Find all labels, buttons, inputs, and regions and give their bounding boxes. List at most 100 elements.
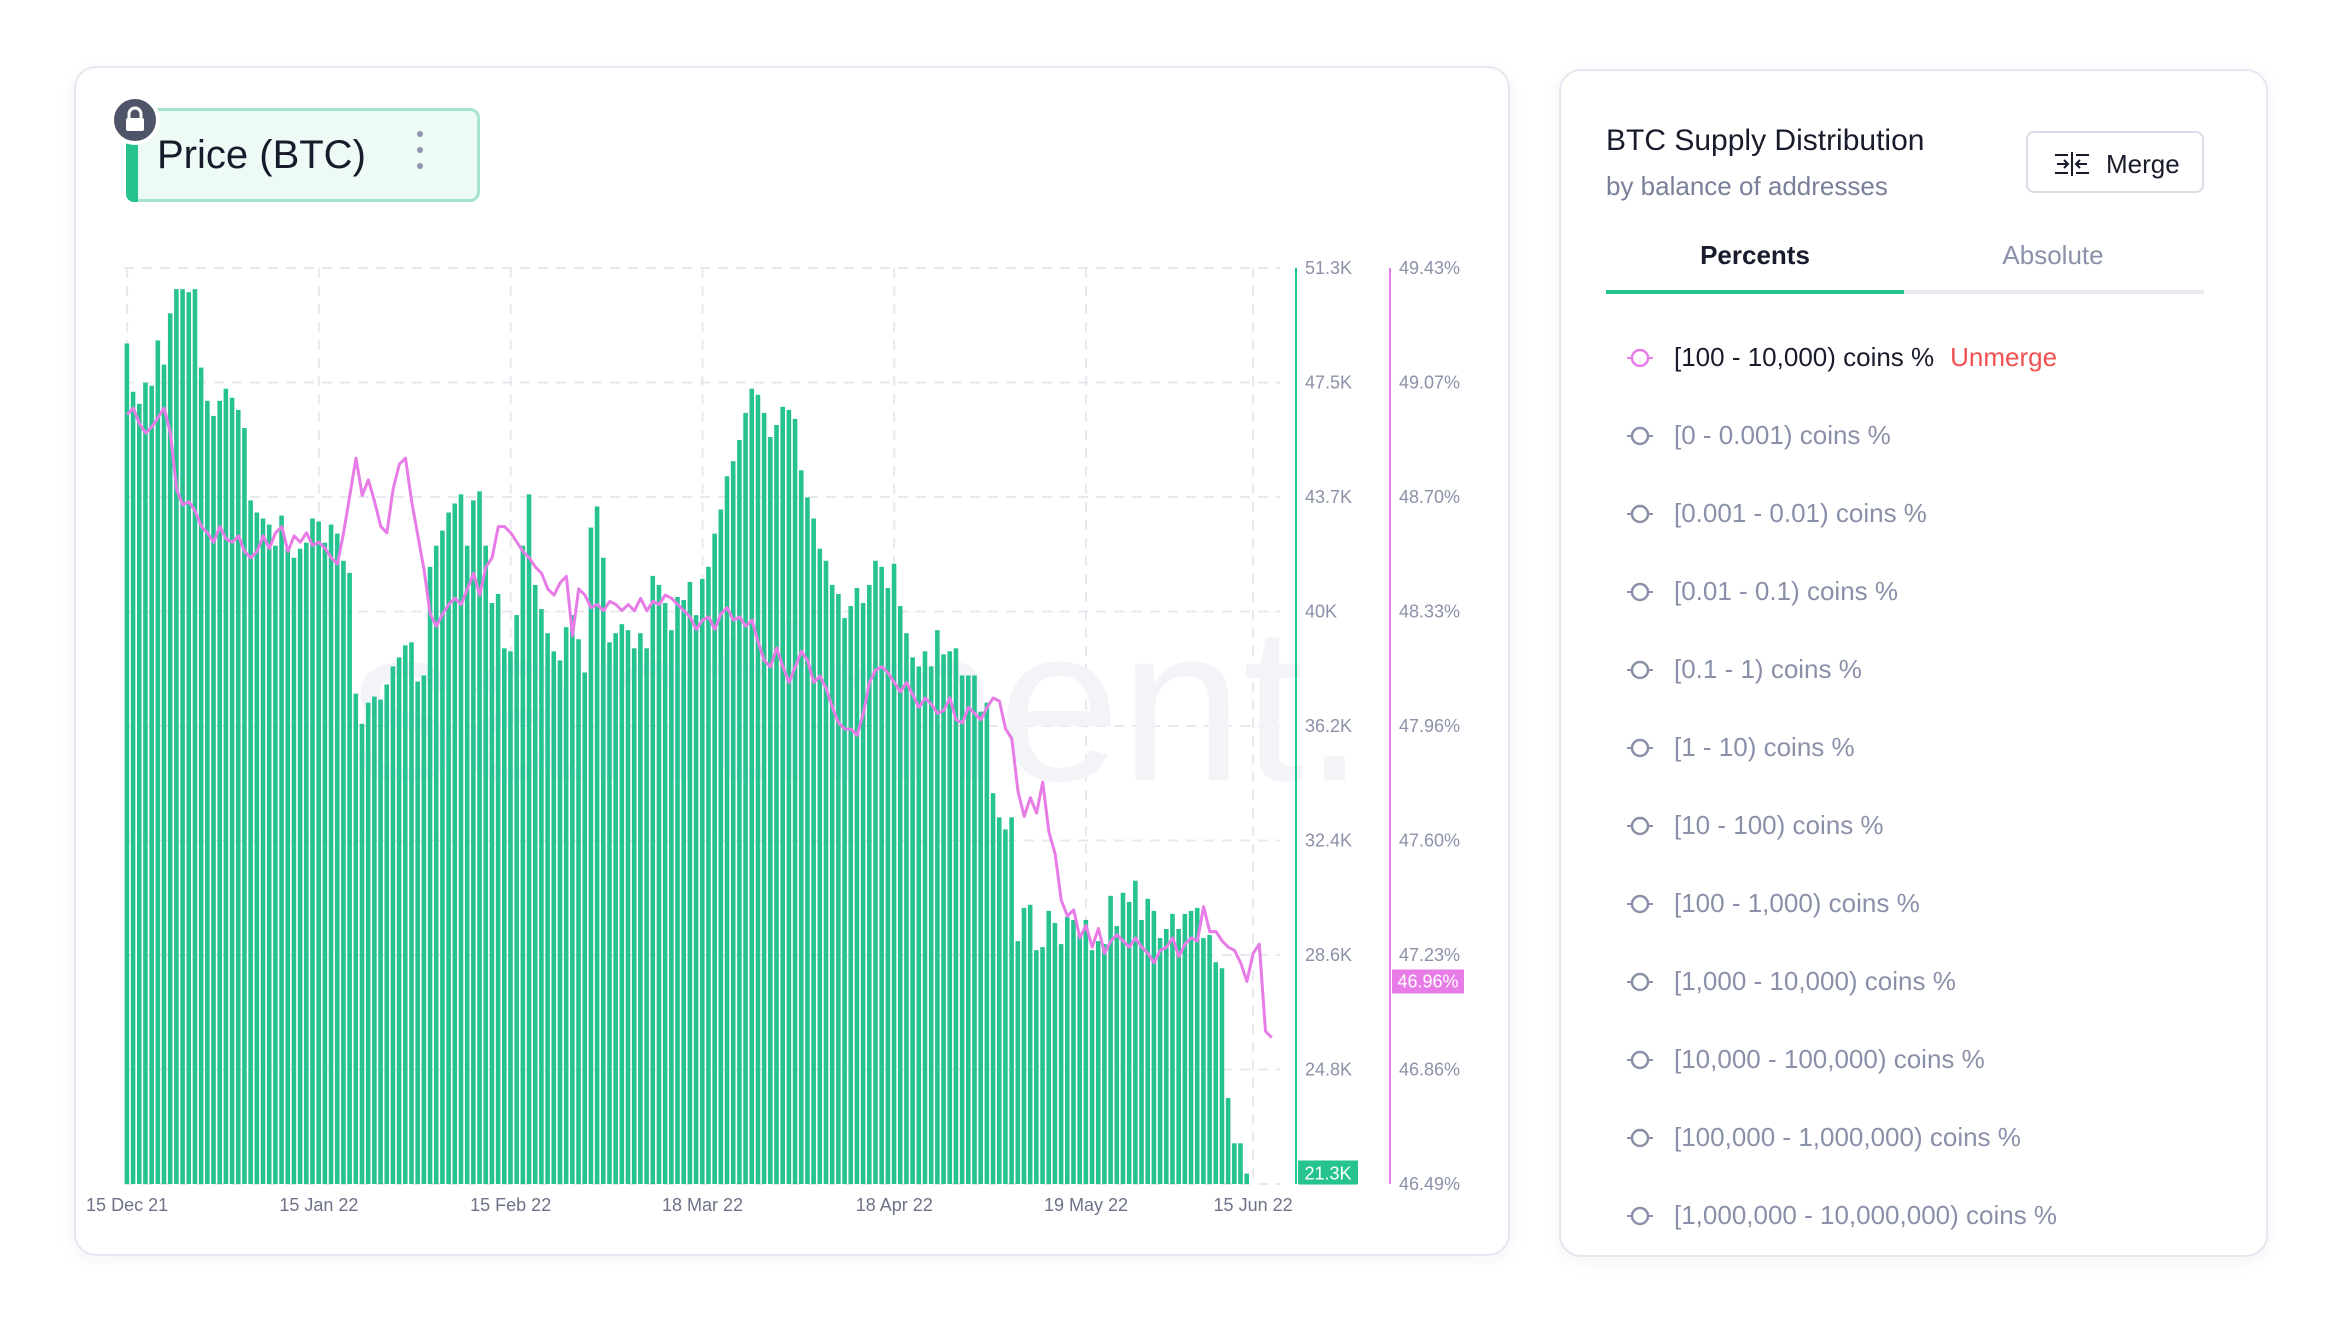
metric-label: Price (BTC) bbox=[157, 133, 366, 177]
price-bar bbox=[996, 817, 1002, 1184]
distribution-item-label: [1 - 10) coins % bbox=[1674, 732, 1855, 762]
price-bar bbox=[811, 518, 816, 1184]
price-bar bbox=[1009, 817, 1014, 1184]
price-bar bbox=[1071, 919, 1076, 1184]
distribution-item-label: [100,000 - 1,000,000) coins % bbox=[1674, 1122, 2021, 1152]
distribution-item-label: [10,000 - 100,000) coins % bbox=[1674, 1044, 1985, 1074]
price-bar bbox=[1095, 941, 1101, 1184]
merge-button[interactable]: Merge bbox=[2026, 131, 2204, 193]
lock-icon[interactable] bbox=[110, 95, 160, 145]
price-bar bbox=[143, 382, 148, 1185]
price-bar bbox=[495, 593, 501, 1184]
price-bar bbox=[631, 648, 637, 1184]
price-bar bbox=[285, 548, 291, 1184]
price-tick-label: 47.5K bbox=[1305, 373, 1352, 393]
price-bar bbox=[390, 666, 396, 1184]
percent-tick-label: 46.49% bbox=[1399, 1174, 1460, 1194]
price-bar bbox=[798, 470, 804, 1184]
price-bar bbox=[514, 615, 519, 1184]
price-bar bbox=[341, 560, 346, 1184]
price-bar bbox=[192, 289, 198, 1184]
price-bar bbox=[1244, 1173, 1249, 1184]
price-bar bbox=[421, 675, 427, 1184]
price-tick-label: 40K bbox=[1305, 602, 1337, 622]
price-bar bbox=[792, 418, 798, 1185]
price-bar bbox=[1108, 895, 1113, 1184]
price-bar bbox=[867, 584, 872, 1184]
price-bar bbox=[1163, 929, 1169, 1184]
radio-circle-icon bbox=[1626, 814, 1654, 838]
price-bar bbox=[155, 340, 161, 1184]
price-bar bbox=[520, 545, 526, 1184]
price-bar bbox=[1151, 910, 1157, 1184]
panel-subtitle: by balance of addresses bbox=[1606, 171, 1888, 201]
price-bar bbox=[291, 557, 297, 1184]
price-bar bbox=[576, 639, 581, 1184]
date-tick-label: 18 Mar 22 bbox=[662, 1195, 743, 1215]
price-bar bbox=[1089, 950, 1095, 1184]
price-bar bbox=[1145, 898, 1151, 1184]
price-bar bbox=[743, 412, 748, 1184]
tab-underline bbox=[1606, 290, 2204, 294]
price-bar bbox=[786, 409, 792, 1184]
metric-chip-price[interactable]: Price (BTC) bbox=[126, 108, 480, 202]
price-bar bbox=[365, 702, 371, 1184]
price-bar bbox=[248, 500, 253, 1184]
price-bar bbox=[403, 645, 408, 1184]
price-bar bbox=[551, 651, 557, 1184]
active-tab-indicator bbox=[1606, 290, 1904, 294]
price-bar bbox=[440, 530, 445, 1184]
price-bar bbox=[322, 542, 328, 1184]
unmerge-link[interactable]: Unmerge bbox=[1950, 342, 2058, 372]
price-bar bbox=[1133, 880, 1138, 1184]
price-bar bbox=[600, 557, 606, 1184]
price-bar bbox=[693, 615, 699, 1184]
price-bar bbox=[607, 642, 612, 1184]
percent-tick-label: 47.60% bbox=[1399, 831, 1460, 851]
price-bar bbox=[328, 524, 334, 1184]
price-bar bbox=[477, 491, 482, 1185]
distribution-card bbox=[1559, 69, 2268, 1257]
price-bar bbox=[699, 578, 705, 1184]
price-bar bbox=[594, 506, 600, 1184]
radio-circle-icon bbox=[1626, 346, 1654, 370]
price-bar bbox=[656, 584, 662, 1184]
tab-percents[interactable]: Percents bbox=[1700, 240, 1810, 270]
percent-tick-label: 46.86% bbox=[1399, 1060, 1460, 1080]
price-bar bbox=[650, 575, 656, 1184]
radio-circle-icon bbox=[1626, 658, 1654, 682]
price-bar bbox=[916, 666, 922, 1184]
price-bar bbox=[959, 675, 965, 1184]
distribution-item-label: [1,000,000 - 10,000,000) coins % bbox=[1674, 1200, 2058, 1230]
price-bar bbox=[891, 563, 897, 1184]
more-options-icon[interactable] bbox=[415, 131, 425, 181]
price-bar bbox=[217, 400, 222, 1184]
price-bar bbox=[1238, 1143, 1243, 1184]
price-bar bbox=[817, 548, 823, 1184]
percent-tick-label: 49.07% bbox=[1399, 373, 1460, 393]
price-bar bbox=[198, 367, 204, 1184]
price-bar bbox=[409, 642, 414, 1184]
radio-circle-icon bbox=[1626, 892, 1654, 916]
price-bar bbox=[1207, 935, 1212, 1184]
tab-absolute[interactable]: Absolute bbox=[2002, 240, 2104, 270]
price-bar bbox=[304, 542, 309, 1184]
price-bar bbox=[885, 587, 891, 1184]
price-bar bbox=[836, 593, 841, 1184]
price-bar bbox=[1225, 1098, 1231, 1184]
price-bar bbox=[1170, 913, 1175, 1184]
radio-circle-icon bbox=[1626, 580, 1654, 604]
price-last-badge bbox=[1298, 1160, 1358, 1185]
price-bar bbox=[724, 476, 730, 1184]
price-bar bbox=[978, 711, 983, 1184]
price-bar bbox=[805, 497, 810, 1184]
price-bar bbox=[1064, 916, 1070, 1184]
price-bar bbox=[254, 512, 260, 1184]
price-bar bbox=[582, 672, 588, 1184]
price-bar bbox=[662, 603, 668, 1184]
price-bar bbox=[223, 388, 229, 1185]
price-bar bbox=[1003, 829, 1008, 1184]
price-bar bbox=[1058, 944, 1064, 1184]
radio-circle-icon bbox=[1626, 970, 1654, 994]
